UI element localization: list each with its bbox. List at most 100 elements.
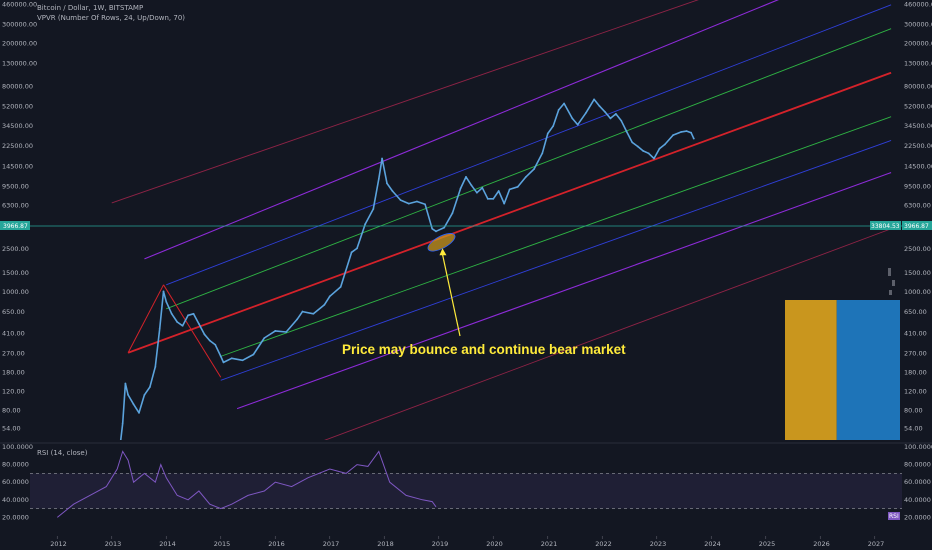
price-point	[138, 411, 140, 414]
y-tick-left: 300000.00	[2, 20, 37, 28]
price-point	[230, 357, 233, 360]
x-tick-label: 2013	[105, 540, 122, 548]
y-tick-left: 650.00	[2, 308, 25, 316]
price-point	[476, 191, 478, 194]
price-point	[391, 190, 394, 192]
channel-line-far-7[interactable]	[111, 0, 722, 204]
y-tick-left: 1000.00	[2, 288, 29, 296]
y-tick-left: 120.00	[2, 387, 25, 395]
price-point	[323, 303, 326, 306]
y-tick-left: 14500.00	[2, 162, 33, 170]
price-point	[516, 185, 519, 188]
price-tags: 3966.87 33804.53 3966.87 RSI	[0, 221, 932, 520]
annotation-text[interactable]: Price may bounce and continue bear marke…	[342, 342, 626, 357]
channel-line-mid-3[interactable]	[166, 4, 892, 286]
vpvr-down-bar[interactable]	[836, 300, 900, 440]
rsi-tick-right: 100.0000	[904, 443, 932, 451]
vpvr-up-bar[interactable]	[785, 300, 837, 440]
y-tick-left: 180.00	[2, 368, 25, 376]
y-tick-right: 410.00	[904, 330, 927, 338]
channel-line-far-8[interactable]	[303, 228, 892, 449]
price-point	[503, 202, 506, 205]
x-axis: 2012 2013 2014 2015 2016 2017 2018 2019 2020 2021…	[50, 536, 884, 548]
channel-line-outer-5[interactable]	[144, 0, 798, 260]
y-tick-left: 54.00	[2, 425, 21, 433]
pivot-line-0[interactable]	[127, 284, 164, 353]
price-point	[585, 111, 587, 114]
price-point	[214, 343, 217, 346]
annotation-ellipse[interactable]	[425, 230, 457, 255]
y-tick-left: 410.00	[2, 330, 25, 338]
price-point	[492, 197, 495, 200]
price-point	[435, 230, 437, 233]
y-tick-right: 80.00	[904, 406, 923, 414]
price-point	[263, 337, 266, 339]
y-tick-right: 80000.00	[904, 82, 932, 90]
price-point	[381, 157, 383, 160]
rsi-tag-label: RSI	[889, 513, 899, 520]
price-point	[386, 182, 388, 185]
price-point	[525, 175, 527, 178]
rsi-tick-left: 20.0000	[2, 513, 29, 521]
rsi-label: RSI (14, close)	[37, 449, 88, 457]
annotation-arrow[interactable]	[441, 254, 461, 337]
y-tick-right: 22500.00	[904, 142, 932, 150]
price-point	[127, 393, 129, 396]
x-tick-label: 2020	[486, 540, 503, 548]
price-line[interactable]	[117, 98, 695, 470]
y-tick-left: 2500.00	[2, 245, 29, 253]
price-point	[143, 393, 146, 396]
channel-lines	[111, 0, 892, 449]
y-tick-left: 52000.00	[2, 103, 33, 111]
price-point	[541, 152, 544, 155]
y-tick-right: 270.00	[904, 349, 927, 357]
pivot-line-1[interactable]	[163, 284, 222, 378]
price-point	[219, 355, 222, 358]
rsi-tick-right: 80.0000	[904, 461, 931, 469]
price-point	[533, 168, 536, 170]
channel-line-outer-6[interactable]	[236, 172, 892, 410]
x-tick-label: 2027	[868, 540, 885, 548]
price-point	[170, 312, 173, 315]
price-tag-right-2	[902, 221, 932, 230]
rsi-tick-left: 60.0000	[2, 478, 29, 486]
annotation-arrowhead	[439, 248, 447, 256]
y-tick-left: 1500.00	[2, 269, 29, 277]
channel-line-mid-4[interactable]	[220, 140, 892, 381]
price-point	[377, 178, 380, 180]
price-point	[631, 141, 634, 144]
channel-line-inner-2[interactable]	[220, 116, 892, 357]
pivot-lines	[127, 284, 222, 378]
price-point	[470, 184, 473, 187]
y-tick-right: 650.00	[904, 308, 927, 316]
y-tick-left: 80000.00	[2, 82, 33, 90]
rsi-band	[30, 473, 902, 509]
channel-line-median-0[interactable]	[127, 71, 892, 354]
y-tick-right: 6300.00	[904, 202, 931, 210]
x-tick-label: 2023	[650, 540, 667, 548]
price-point	[465, 175, 467, 178]
vpvr-small-bar	[888, 268, 891, 276]
price-point	[274, 330, 277, 332]
price-tag-right-2-label: 3966.87	[904, 223, 929, 230]
price-point	[576, 123, 579, 126]
price-point	[399, 199, 402, 202]
rsi-tick-left: 80.0000	[2, 461, 29, 469]
channel-line-inner-1[interactable]	[166, 28, 892, 310]
price-tag-left-label: 3966.87	[3, 223, 28, 230]
y-tick-right: 9500.00	[904, 182, 931, 190]
price-point	[312, 312, 315, 315]
price-point	[625, 131, 628, 133]
price-point	[339, 286, 342, 288]
rsi-line[interactable]	[56, 450, 437, 518]
vpvr-profile	[785, 268, 900, 440]
price-point	[162, 290, 165, 293]
chart-title: Bitcoin / Dollar, 1W, BITSTAMP	[37, 4, 144, 12]
x-tick-label: 2019	[432, 540, 449, 548]
price-point	[203, 333, 206, 336]
price-point	[593, 98, 595, 101]
price-point	[690, 131, 692, 134]
price-point	[416, 200, 418, 203]
y-tick-right: 52000.00	[904, 103, 932, 111]
